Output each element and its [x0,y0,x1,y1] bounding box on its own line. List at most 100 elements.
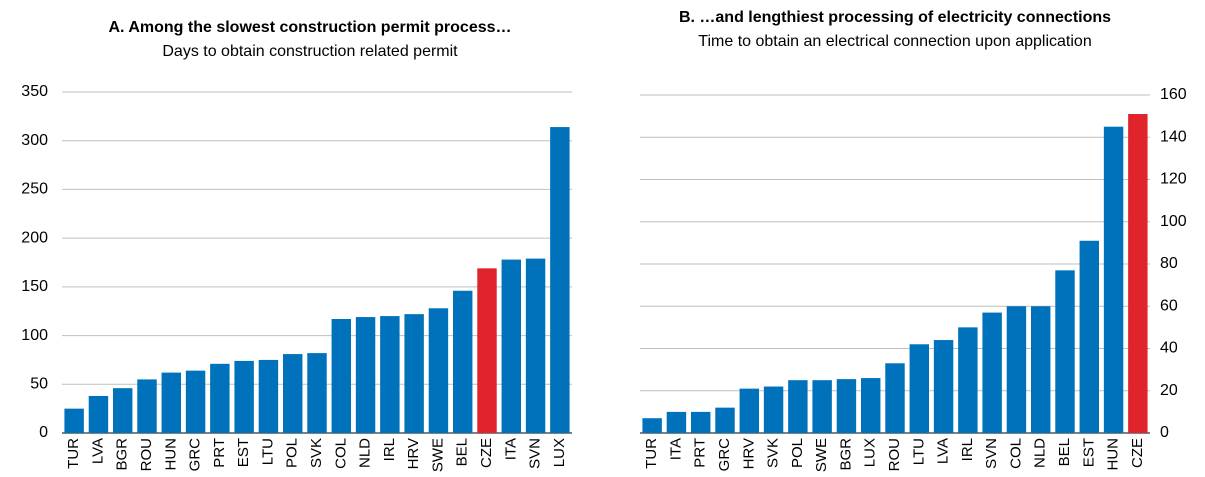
x-tick-label: PRT [211,438,228,468]
bar [404,314,424,433]
x-tick-label: NLD [1032,438,1049,468]
y-tick-label: 80 [1160,255,1178,272]
x-tick-label: LUX [551,438,568,467]
bar [642,418,662,433]
x-tick-label: GRC [187,438,204,472]
y-tick-label: 100 [21,327,48,344]
chart-title: A. Among the slowest construction permit… [108,19,511,36]
x-tick-label: HUN [1105,438,1122,471]
y-tick-label: 100 [1160,213,1187,230]
x-tick-label: CZE [478,438,495,468]
bar [234,360,254,433]
x-tick-label: ITA [502,438,519,460]
bar [210,363,230,433]
bar [788,380,808,433]
bar [982,312,1002,433]
bar [958,327,978,433]
bar [763,386,784,433]
bar [885,363,905,433]
x-tick-label: LVA [89,438,106,464]
y-tick-label: 20 [1160,382,1178,399]
bar [550,127,570,434]
bar [453,290,473,433]
x-tick-label: GRC [716,438,733,472]
x-tick-label: HUN [162,438,179,471]
x-tick-label: BGR [114,438,131,471]
y-tick-label: 0 [1160,424,1169,441]
bar [258,359,279,433]
x-tick-label: SVK [765,438,782,468]
x-tick-label: ROU [886,438,903,471]
x-tick-label: PRT [692,438,709,468]
bar [307,353,327,433]
y-tick-label: 150 [21,278,48,295]
bar [137,379,157,433]
y-tick-label: 160 [1160,86,1187,103]
bar [933,340,954,433]
bar [1103,126,1124,433]
bar [1031,306,1051,433]
bar [666,411,687,433]
bar [1006,306,1027,433]
bar [477,268,497,433]
x-tick-label: IRL [959,438,976,461]
y-tick-label: 60 [1160,297,1178,314]
bar [113,388,133,433]
bar [283,354,303,433]
bar [861,378,881,433]
x-tick-label: LVA [935,438,952,464]
x-tick-label: SWE [429,438,446,472]
y-tick-label: 200 [21,229,48,246]
y-tick-label: 40 [1160,340,1178,357]
x-tick-label: LTU [259,438,276,465]
bar [739,388,759,433]
chart-subtitle: Days to obtain construction related perm… [162,43,458,60]
x-tick-label: EST [235,438,252,467]
chart-title: B. …and lengthiest processing of electri… [679,9,1111,26]
x-tick-label: TUR [65,438,82,469]
x-tick-label: POL [284,438,301,468]
x-tick-label: SWE [813,438,830,472]
bar [1079,240,1099,433]
bar [1055,270,1075,433]
y-tick-label: 350 [21,83,48,100]
x-tick-label: BGR [837,438,854,471]
x-tick-label: SVN [983,438,1000,469]
chart-subtitle: Time to obtain an electrical connection … [698,33,1091,50]
y-tick-label: 120 [1160,171,1187,188]
x-tick-label: IRL [381,438,398,461]
y-tick-label: 50 [30,376,48,393]
x-tick-label: ROU [138,438,155,471]
x-tick-label: SVN [527,438,544,469]
bar [501,259,521,433]
bar [88,395,109,433]
bar [812,380,832,433]
bar [428,308,449,433]
bar [909,344,929,433]
x-tick-label: POL [789,438,806,468]
x-tick-label: SVK [308,438,325,468]
x-tick-label: COL [1007,438,1024,469]
x-tick-label: COL [332,438,349,469]
x-tick-label: HRV [740,438,757,469]
x-tick-label: ITA [667,438,684,460]
bar [64,408,84,433]
x-tick-label: BEL [454,438,471,466]
bar [380,316,400,433]
y-tick-label: 300 [21,132,48,149]
x-tick-label: CZE [1129,438,1146,468]
bar [161,372,181,433]
x-tick-label: LTU [910,438,927,465]
x-tick-label: LUX [862,438,879,467]
bar [836,379,857,433]
bar [525,258,546,433]
y-tick-label: 140 [1160,128,1187,145]
x-tick-label: NLD [357,438,374,468]
x-tick-label: TUR [643,438,660,469]
x-tick-label: BEL [1056,438,1073,466]
x-tick-label: HRV [405,438,422,469]
bar [185,370,206,433]
bar [355,317,376,433]
x-tick-label: EST [1080,438,1097,467]
